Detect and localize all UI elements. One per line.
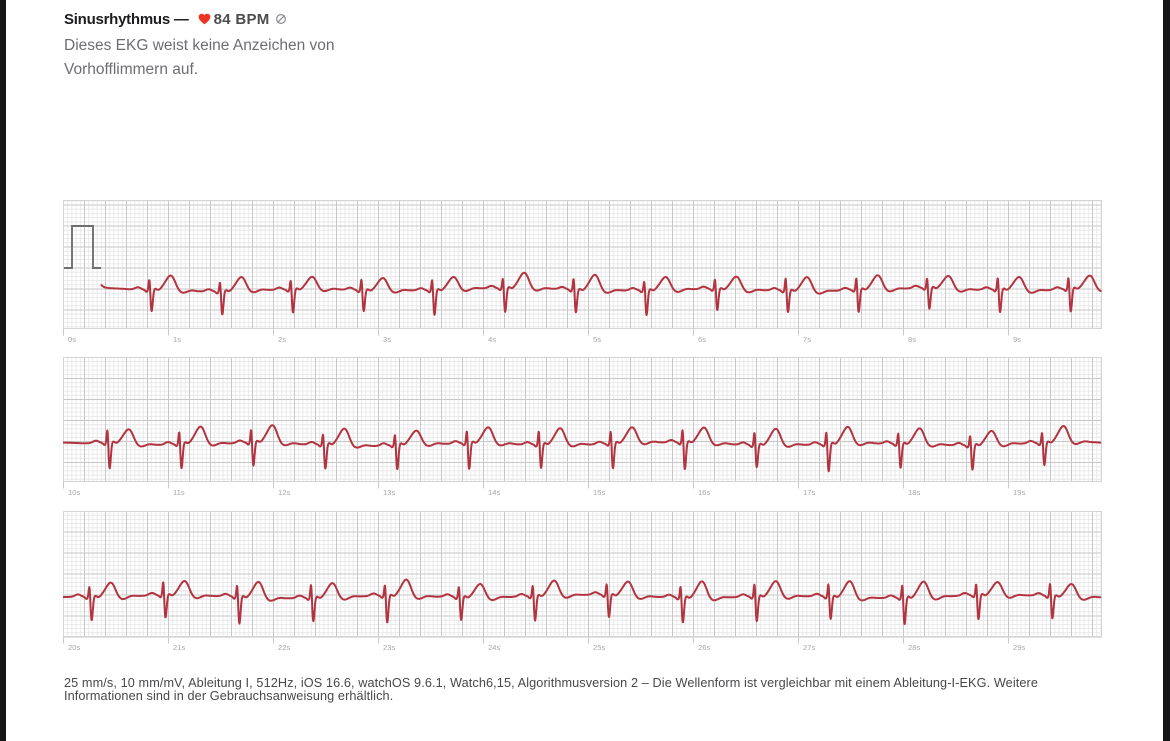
svg-text:17s: 17s <box>803 488 815 497</box>
svg-text:23s: 23s <box>383 643 395 652</box>
svg-text:7s: 7s <box>803 335 811 344</box>
svg-text:6s: 6s <box>698 335 706 344</box>
svg-text:27s: 27s <box>803 643 815 652</box>
svg-text:10s: 10s <box>68 488 80 497</box>
svg-text:3s: 3s <box>383 335 391 344</box>
svg-text:24s: 24s <box>488 643 500 652</box>
svg-text:11s: 11s <box>173 488 185 497</box>
svg-text:28s: 28s <box>908 643 920 652</box>
svg-text:14s: 14s <box>488 488 500 497</box>
svg-text:9s: 9s <box>1013 335 1021 344</box>
svg-text:15s: 15s <box>593 488 605 497</box>
svg-text:19s: 19s <box>1013 488 1025 497</box>
svg-text:16s: 16s <box>698 488 710 497</box>
svg-text:20s: 20s <box>68 643 80 652</box>
svg-text:1s: 1s <box>173 335 181 344</box>
svg-text:21s: 21s <box>173 643 185 652</box>
svg-text:13s: 13s <box>383 488 395 497</box>
svg-text:8s: 8s <box>908 335 916 344</box>
svg-text:5s: 5s <box>593 335 601 344</box>
svg-text:18s: 18s <box>908 488 920 497</box>
svg-text:2s: 2s <box>278 335 286 344</box>
svg-text:26s: 26s <box>698 643 710 652</box>
svg-text:29s: 29s <box>1013 643 1025 652</box>
svg-text:4s: 4s <box>488 335 496 344</box>
svg-text:0s: 0s <box>68 335 76 344</box>
svg-text:22s: 22s <box>278 643 290 652</box>
svg-text:12s: 12s <box>278 488 290 497</box>
svg-text:25s: 25s <box>593 643 605 652</box>
